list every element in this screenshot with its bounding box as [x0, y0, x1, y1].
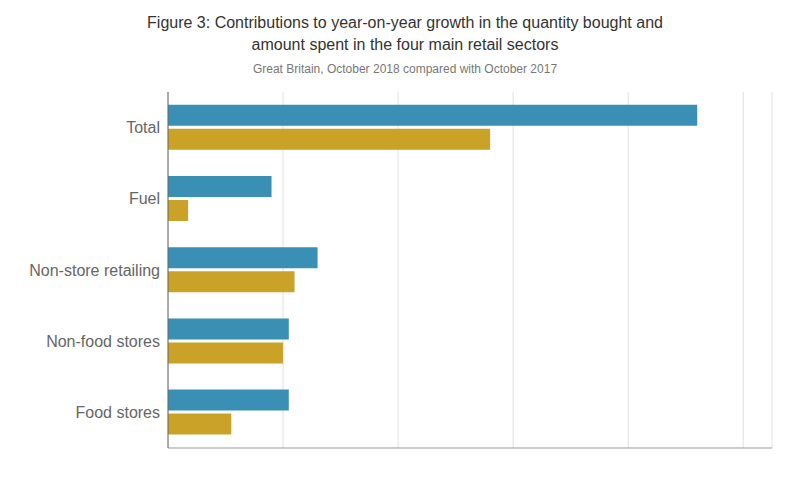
svg-text:Food stores: Food stores	[76, 404, 160, 421]
html-text:Great Britain, October 2018 co: Great Britain, October 2018 compared wit…	[252, 62, 558, 76]
html-text:Figure 3: Contributions to yea: Figure 3: Contributions to year-on-year …	[147, 14, 663, 31]
svg-text:Non-store retailing: Non-store retailing	[29, 262, 160, 279]
svg-text:Non-food stores: Non-food stores	[46, 333, 160, 350]
svg-text:Fuel: Fuel	[129, 190, 160, 207]
html-text:amount spent in the four main: amount spent in the four main retail sec…	[251, 36, 559, 53]
svg-text:Total: Total	[126, 119, 160, 136]
